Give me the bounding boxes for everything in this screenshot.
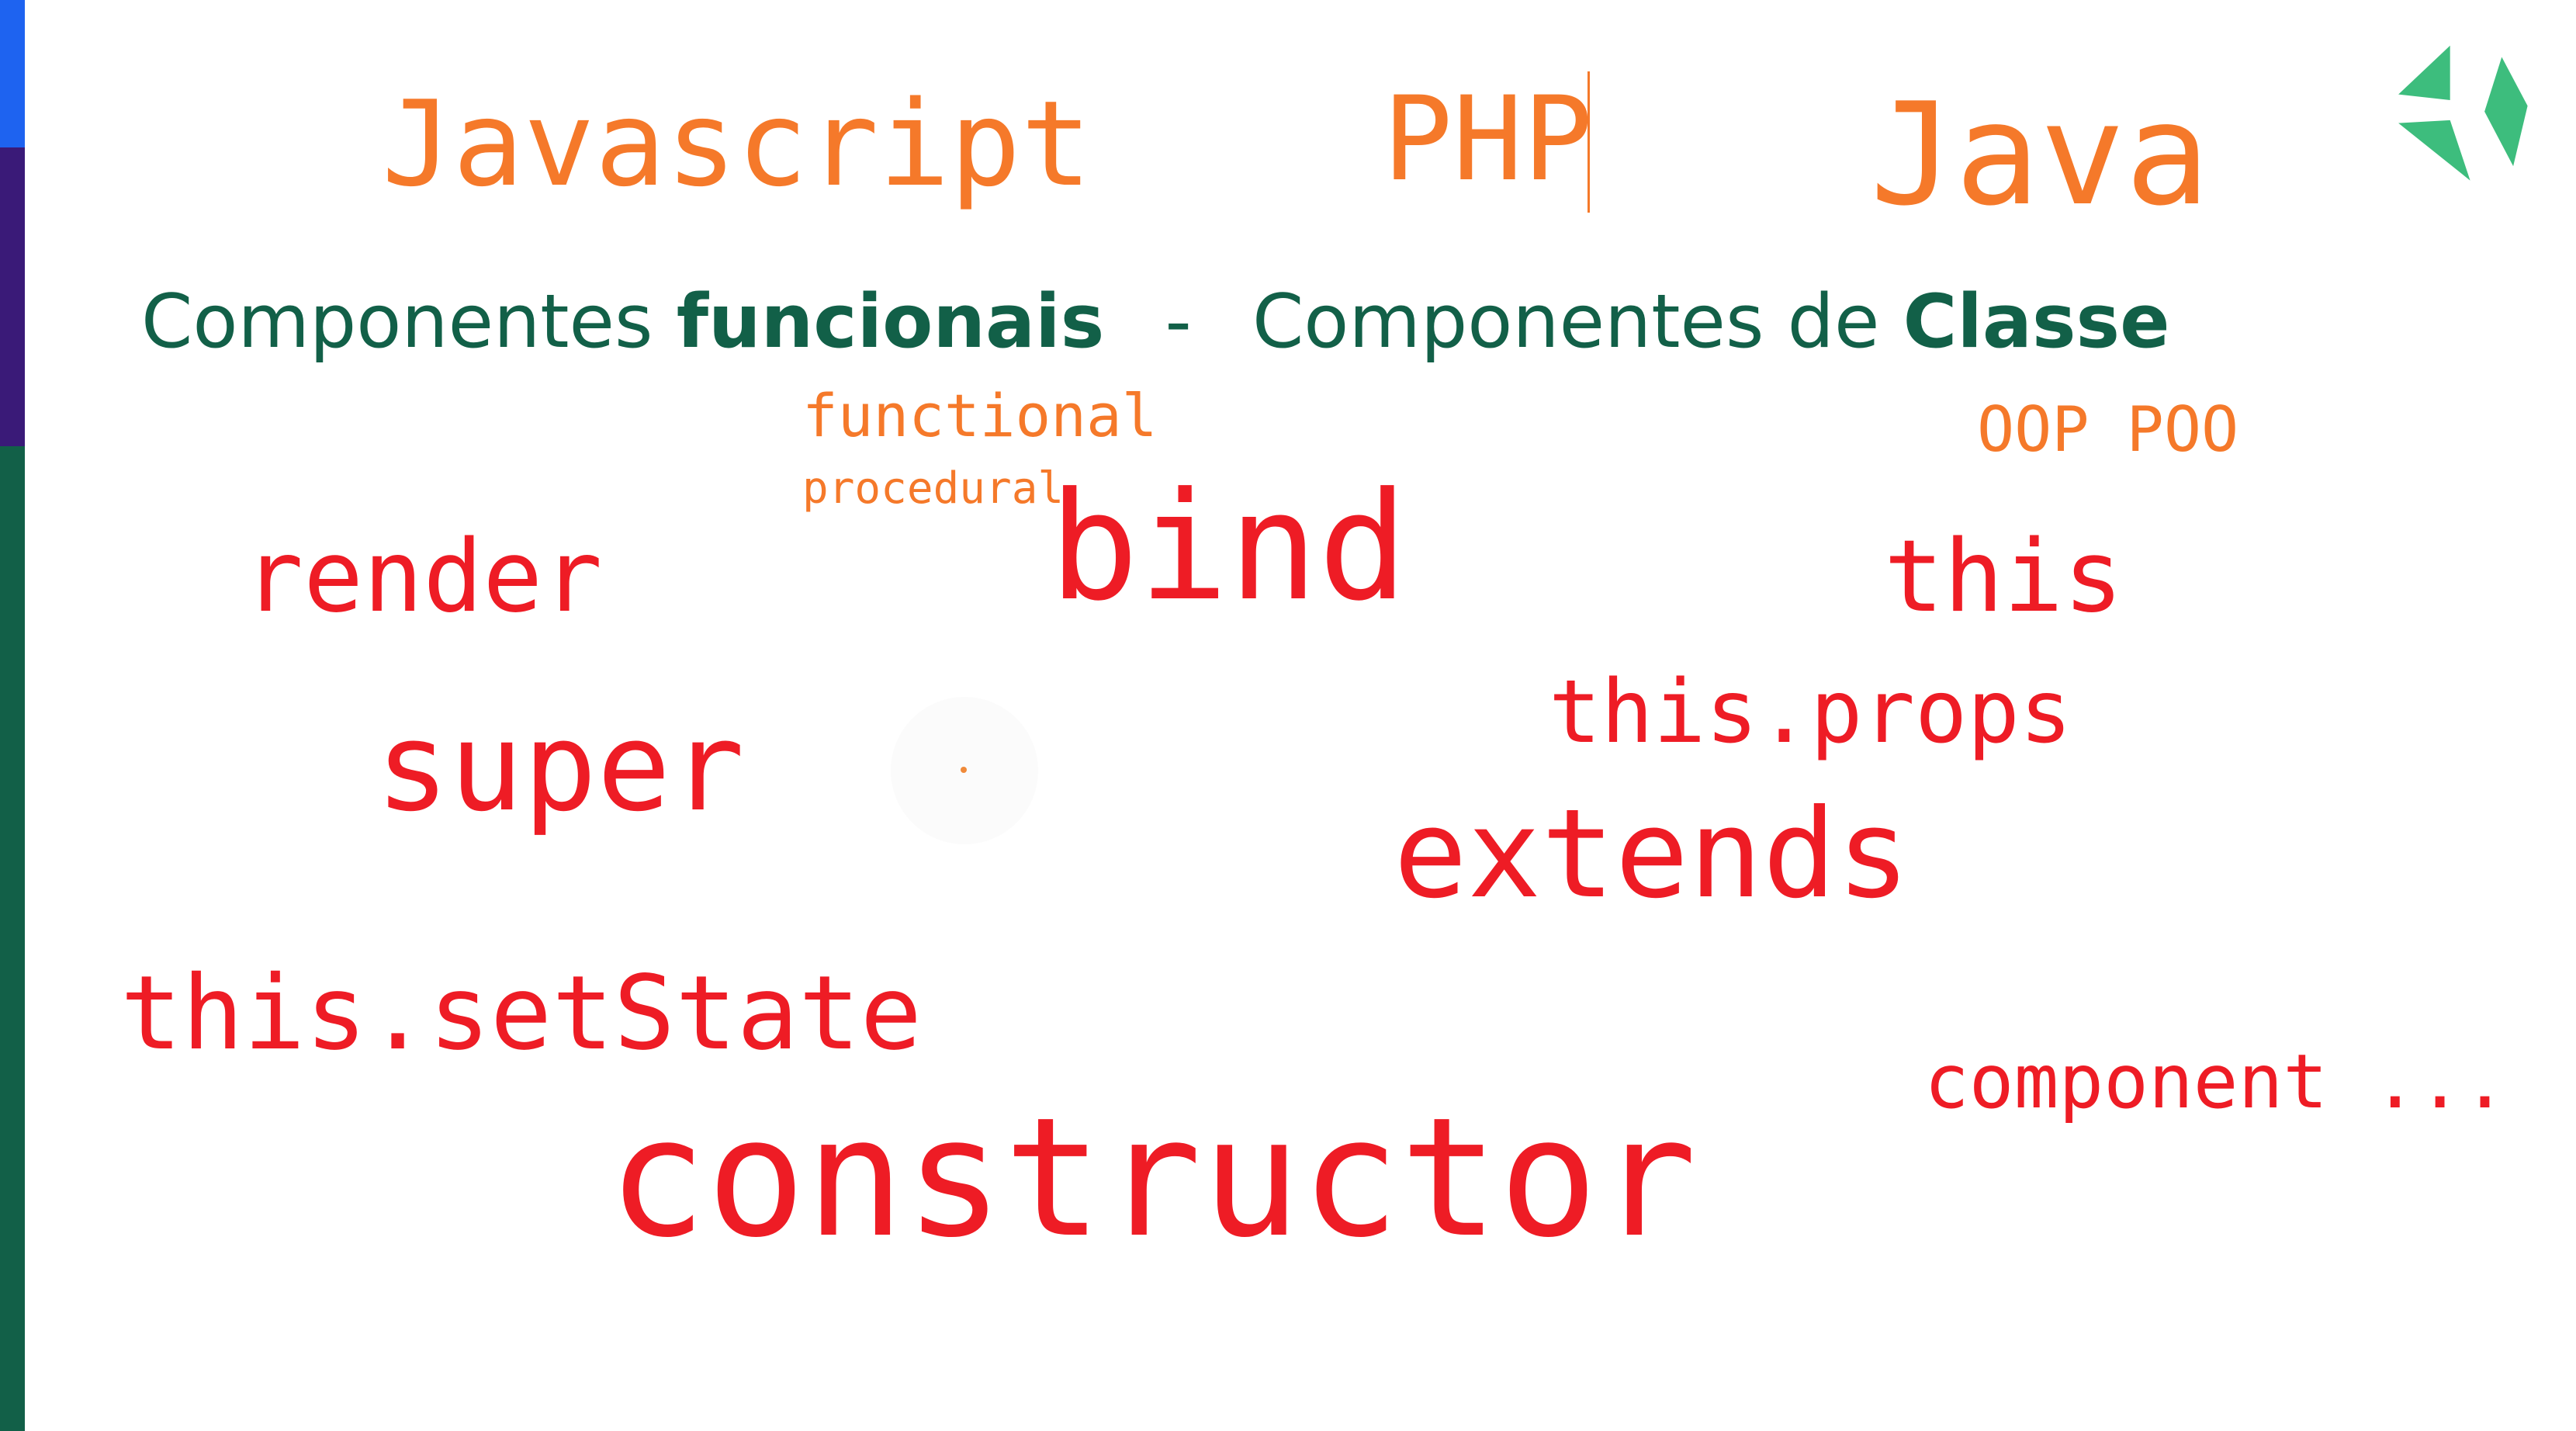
keyword-this: this	[1884, 519, 2124, 635]
pointer-indicator	[891, 697, 1038, 844]
paradigm-functional: functional	[802, 381, 1158, 450]
text-cursor	[1587, 71, 1590, 213]
keyword-constructor: constructor	[608, 1082, 1697, 1273]
headline-separator: -	[1165, 279, 1192, 365]
headline-right-bold: Classe	[1903, 279, 2170, 365]
keyword-render: render	[244, 519, 603, 635]
keyword-this-setstate: this.setState	[120, 954, 923, 1073]
paper-plane-logo-icon	[2398, 45, 2528, 181]
headline-left-prefix: Componentes	[141, 279, 653, 365]
language-java: Java	[1870, 72, 2211, 237]
keyword-component: component ...	[1924, 1038, 2508, 1125]
accent-stripe-blue	[0, 0, 25, 147]
language-javascript: Javascript	[382, 75, 1092, 213]
keyword-this-props: this.props	[1549, 662, 2072, 763]
language-php: PHP	[1383, 72, 1593, 207]
headline-right-prefix: Componentes de	[1252, 279, 1880, 365]
keyword-super: super	[376, 696, 745, 839]
accent-stripe-green	[0, 446, 25, 1431]
page-headline: Componentes funcionais - Componentes de …	[141, 286, 2170, 359]
paradigm-procedural: procedural	[802, 463, 1065, 514]
headline-left-bold: funcionais	[676, 279, 1105, 365]
accent-stripe-purple	[0, 147, 25, 446]
keyword-bind: bind	[1049, 461, 1408, 634]
paradigm-oop: OOP POO	[1977, 393, 2239, 466]
keyword-extends: extends	[1394, 783, 1910, 926]
